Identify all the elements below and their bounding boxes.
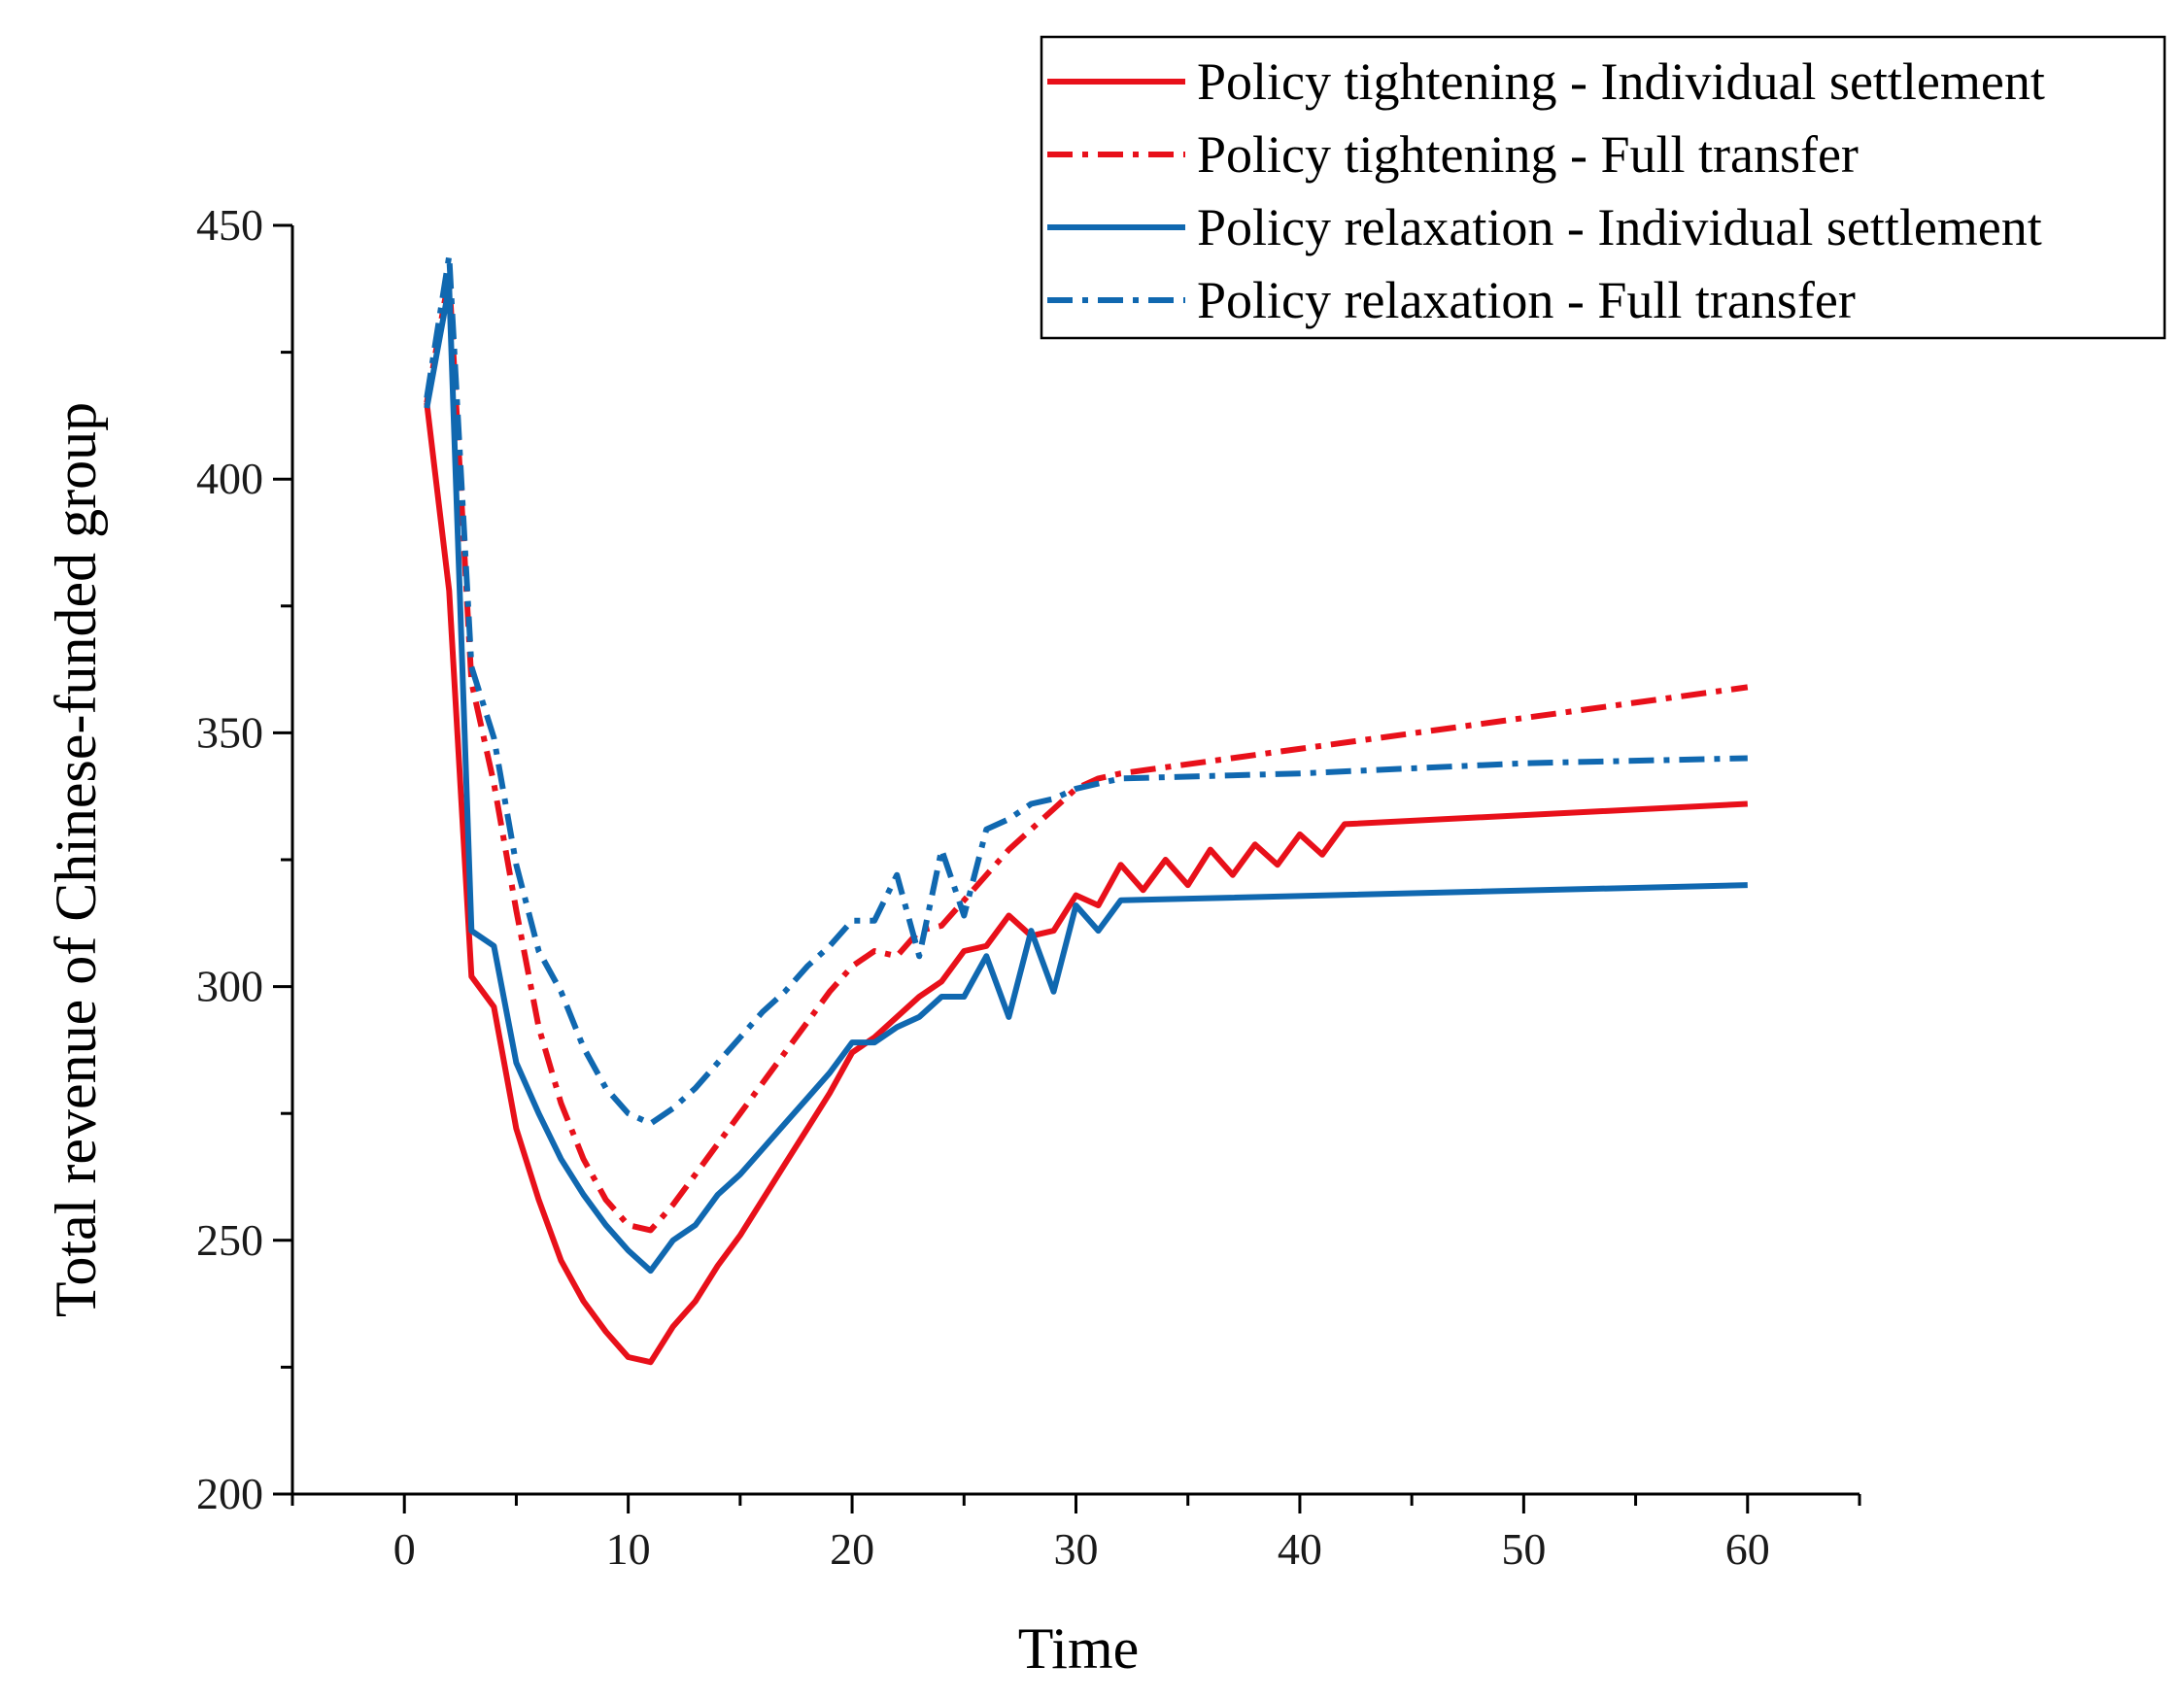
y-tick-label-200: 200 xyxy=(196,1469,263,1518)
y-axis-ticks: 200 250 300 350 400 450 xyxy=(196,200,292,1518)
legend-box xyxy=(1040,35,2167,340)
y-tick-label-450: 450 xyxy=(196,200,263,250)
y-axis-title: Total revenue of Chinese-funded group xyxy=(44,402,108,1317)
x-tick-label-20: 20 xyxy=(830,1524,874,1574)
x-tick-label-40: 40 xyxy=(1278,1524,1322,1574)
series-line-3 xyxy=(424,283,1748,1275)
legend-label-3: Policy relaxation - Individual settlemen… xyxy=(1197,198,2042,256)
legend-label-4: Policy relaxation - Full transfer xyxy=(1197,271,1856,329)
y-tick-label-250: 250 xyxy=(196,1215,263,1265)
x-tick-label-30: 30 xyxy=(1054,1524,1099,1574)
series-group xyxy=(424,253,1749,1366)
y-tick-label-350: 350 xyxy=(196,707,263,757)
legend-label-2: Policy tightening - Full transfer xyxy=(1197,125,1859,184)
x-tick-label-50: 50 xyxy=(1501,1524,1546,1574)
legend: Policy tightening - Individual settlemen… xyxy=(1040,35,2167,340)
x-axis-title: Time xyxy=(1018,1616,1140,1681)
legend-label-1: Policy tightening - Individual settlemen… xyxy=(1197,52,2045,111)
x-tick-label-60: 60 xyxy=(1725,1524,1770,1574)
x-tick-label-10: 10 xyxy=(606,1524,651,1574)
y-tick-label-300: 300 xyxy=(196,962,263,1011)
series-line-4 xyxy=(424,253,1748,1127)
series-line-1 xyxy=(424,402,1748,1366)
x-axis-ticks: 0 10 20 30 40 50 60 xyxy=(290,1494,1861,1574)
y-tick-label-400: 400 xyxy=(196,454,263,503)
x-tick-label-0: 0 xyxy=(393,1524,416,1574)
series-line-2 xyxy=(424,273,1749,1234)
